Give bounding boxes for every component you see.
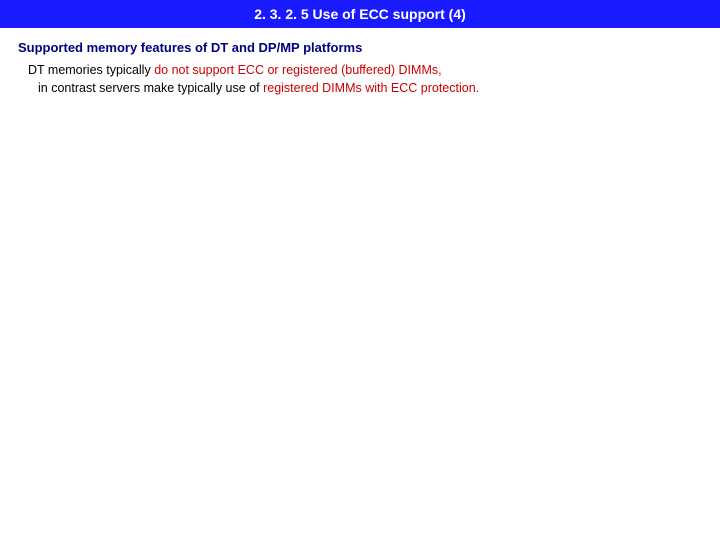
slide-title: 2. 3. 2. 5 Use of ECC support (4) xyxy=(254,6,466,22)
section-subtitle: Supported memory features of DT and DP/M… xyxy=(18,40,702,55)
title-bar: 2. 3. 2. 5 Use of ECC support (4) xyxy=(0,0,720,28)
line1-seg1: DT memories xyxy=(28,63,103,77)
line2-seg1: in contrast servers make typically use o… xyxy=(38,81,263,95)
body-line-2: in contrast servers make typically use o… xyxy=(18,79,702,97)
content-area: Supported memory features of DT and DP/M… xyxy=(0,28,720,109)
line2-seg2: registered DIMMs with ECC protection. xyxy=(263,81,479,95)
body-line-1: DT memories typically do not support ECC… xyxy=(18,61,702,79)
line1-seg3: do not support ECC or registered (buffer… xyxy=(154,63,441,77)
line1-seg2: typically xyxy=(103,63,154,77)
